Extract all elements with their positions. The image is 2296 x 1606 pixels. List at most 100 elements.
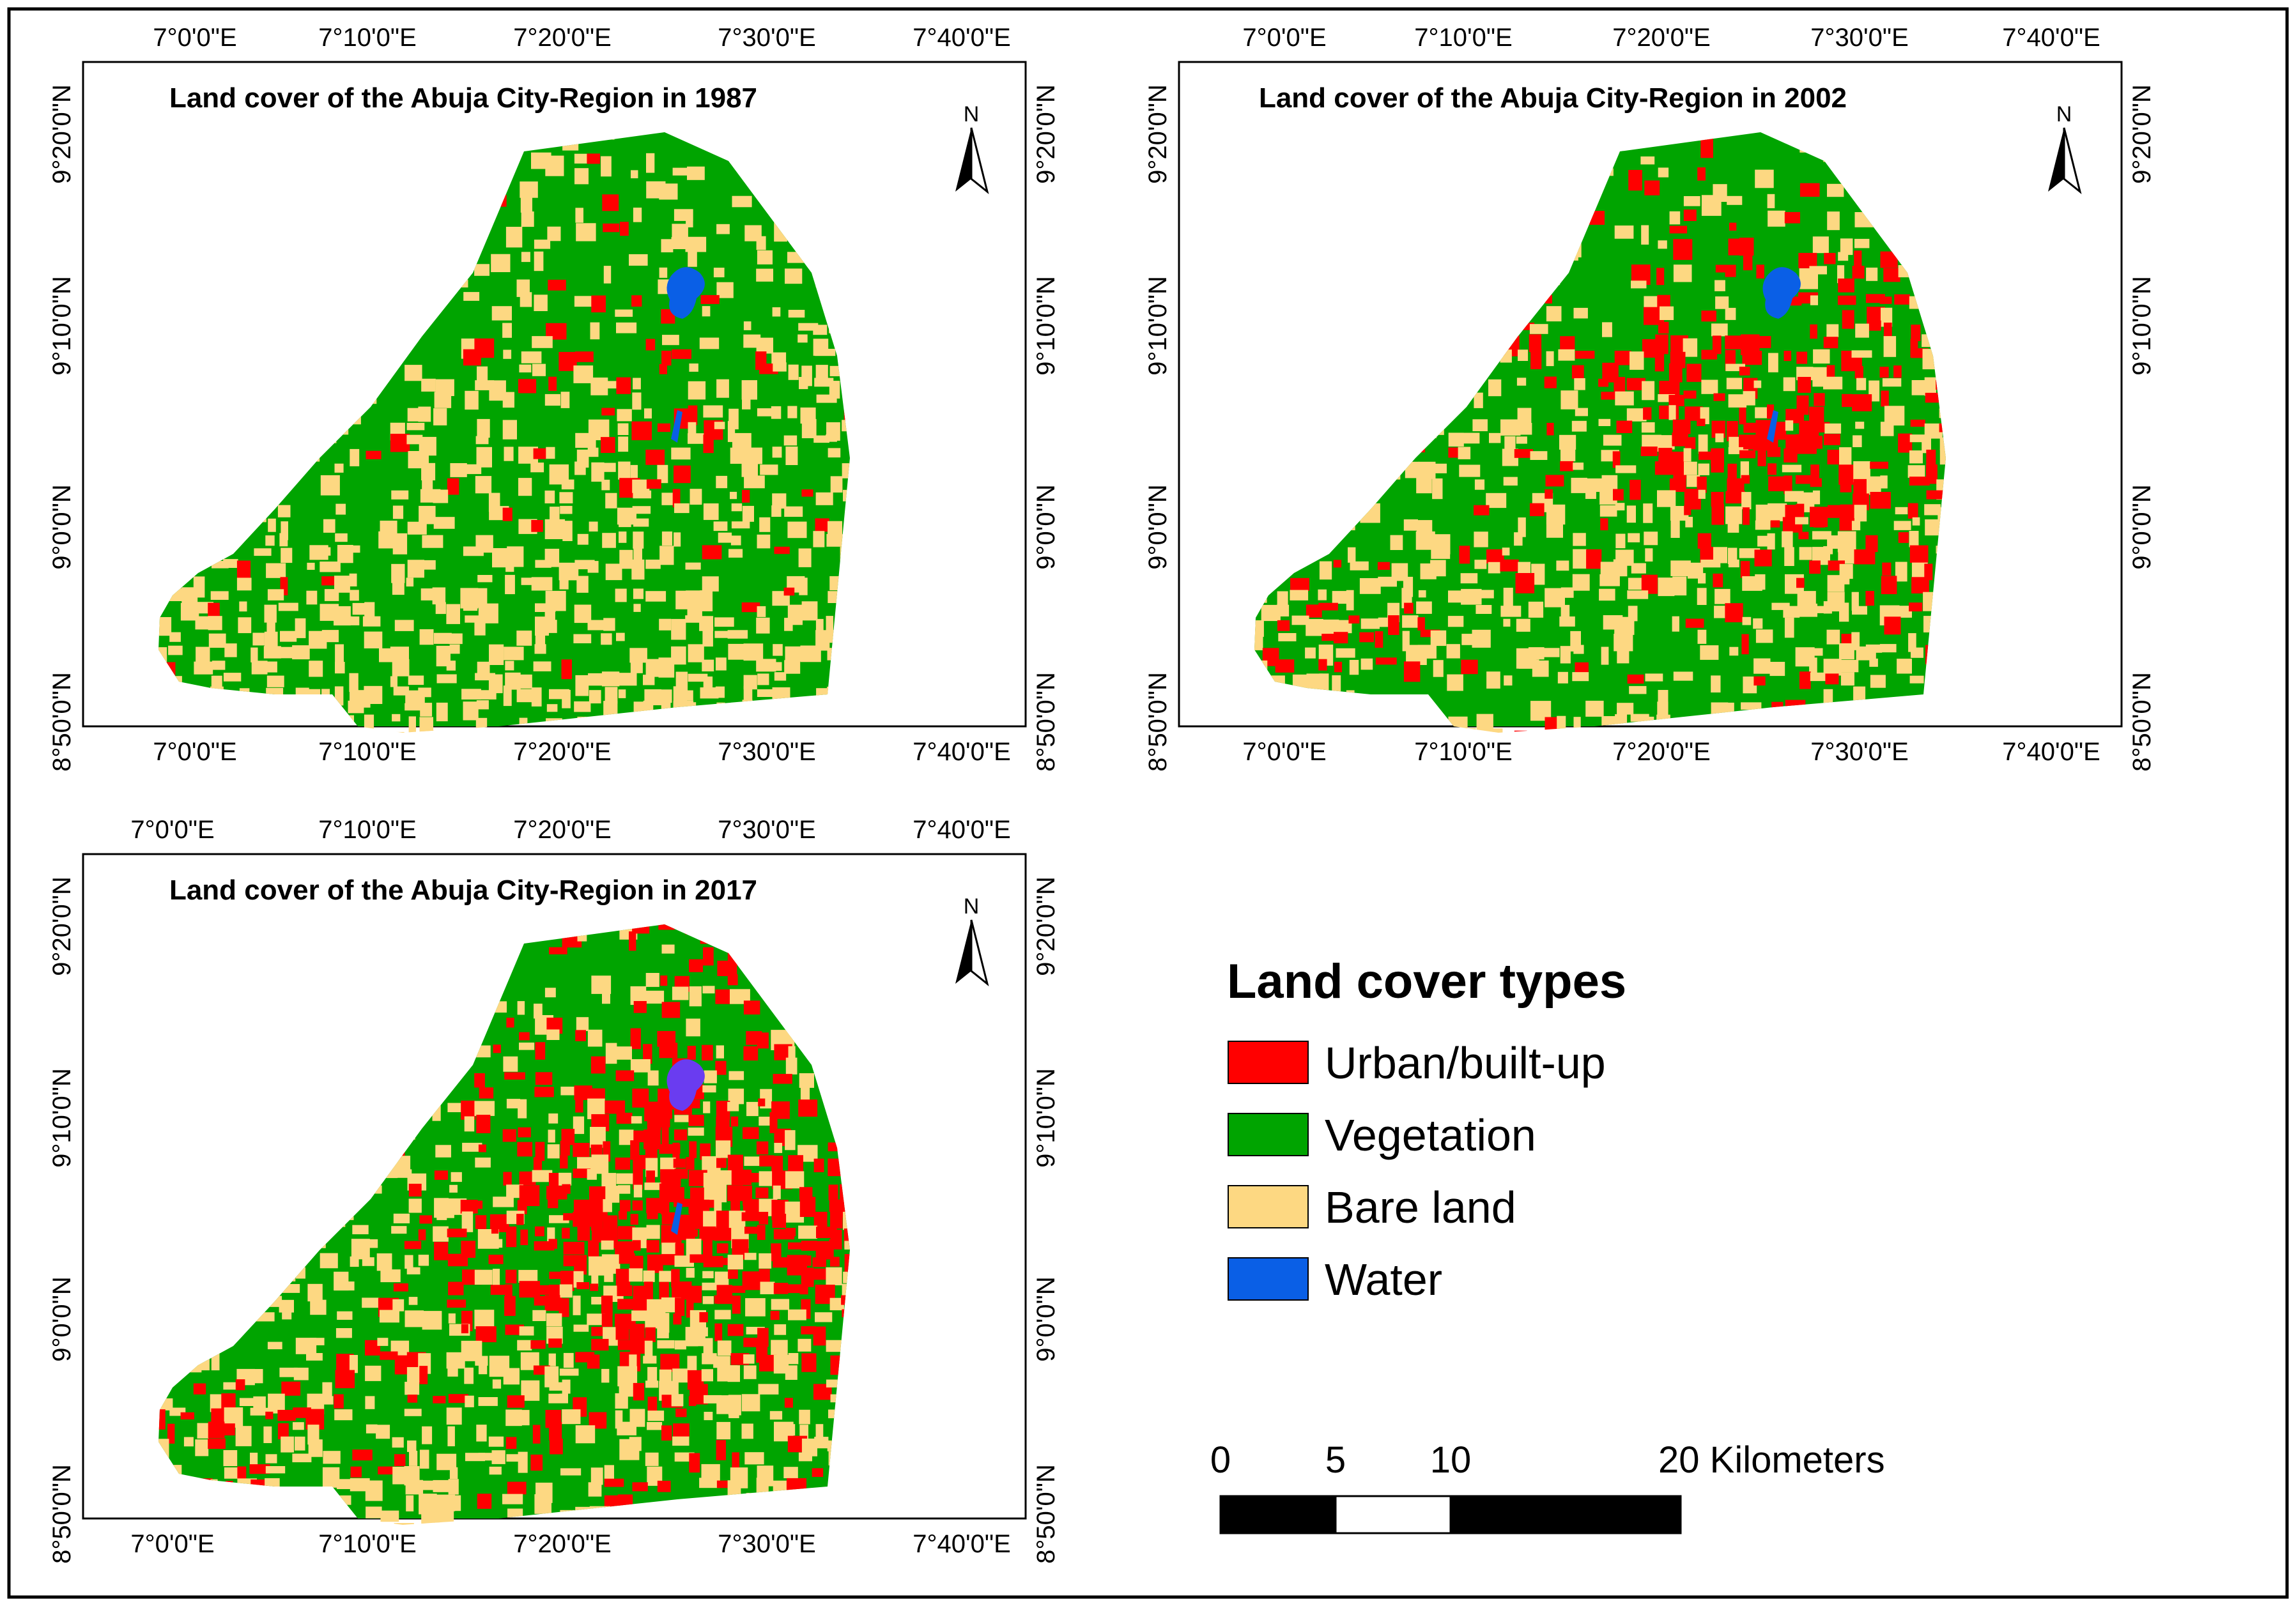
bare-land-patch — [1290, 590, 1309, 600]
lon-label-bottom: 7°0'0"E — [1242, 738, 1326, 766]
bare-land-patch — [773, 644, 783, 656]
urban-patch — [673, 1423, 690, 1437]
bare-land-patch — [741, 1394, 760, 1412]
urban-patch — [393, 1283, 408, 1292]
bare-land-patch — [517, 1001, 525, 1015]
urban-patch — [617, 1226, 635, 1240]
urban-patch — [1757, 336, 1771, 348]
bare-land-patch — [519, 364, 532, 372]
bare-land-patch — [1713, 547, 1727, 563]
urban-patch — [812, 1257, 826, 1267]
urban-patch — [703, 947, 714, 966]
bare-land-patch — [575, 1425, 596, 1444]
bare-land-patch — [1573, 717, 1581, 733]
bare-land-patch — [629, 1437, 642, 1451]
urban-patch — [235, 1379, 245, 1391]
bare-land-patch — [657, 464, 668, 484]
bare-land-patch — [826, 1267, 842, 1285]
urban-patch — [703, 1239, 713, 1259]
bare-land-patch — [772, 493, 787, 509]
urban-patch — [601, 1296, 613, 1316]
urban-patch — [633, 1168, 643, 1189]
bare-land-patch — [463, 292, 480, 301]
bare-land-patch — [544, 394, 560, 406]
urban-patch — [783, 587, 795, 596]
urban-patch — [1654, 351, 1665, 372]
urban-patch — [658, 1115, 670, 1128]
bare-land-patch — [798, 1452, 812, 1462]
bare-land-patch — [674, 1255, 694, 1267]
urban-patch — [1898, 433, 1913, 453]
bare-land-patch — [813, 531, 825, 547]
urban-patch — [728, 1269, 738, 1279]
bare-land-patch — [335, 533, 348, 542]
bare-land-patch — [1684, 461, 1697, 475]
bare-land-patch — [785, 447, 798, 465]
bare-land-patch — [1503, 477, 1518, 486]
bare-land-patch — [448, 1495, 461, 1511]
urban-patch — [562, 1184, 571, 1194]
bare-land-patch — [699, 337, 720, 349]
bare-land-patch — [629, 1268, 643, 1282]
bare-land-patch — [1783, 377, 1796, 392]
bare-land-patch — [306, 590, 318, 605]
bare-land-patch — [716, 379, 729, 398]
bare-land-patch — [1585, 700, 1604, 717]
urban-patch — [1627, 674, 1644, 684]
urban-patch — [546, 1186, 567, 1200]
bare-land-patch — [436, 674, 457, 684]
urban-patch — [618, 1211, 628, 1220]
urban-patch — [548, 1173, 560, 1188]
bare-land-patch — [250, 1407, 270, 1416]
urban-patch — [573, 1211, 594, 1227]
urban-patch — [1668, 395, 1684, 406]
bare-land-patch — [746, 1101, 759, 1117]
bare-land-patch — [744, 1452, 764, 1465]
bare-land-patch — [489, 1466, 502, 1475]
urban-patch — [1334, 661, 1343, 673]
urban-patch — [561, 659, 572, 680]
legend-item-vegetation: Vegetation — [1228, 1110, 1536, 1160]
urban-patch — [1907, 503, 1918, 519]
bare-land-patch — [661, 239, 674, 252]
bare-land-patch — [560, 392, 570, 408]
bare-land-patch — [787, 521, 807, 539]
urban-patch — [208, 602, 220, 617]
bare-land-patch — [1629, 685, 1647, 694]
urban-patch — [1518, 323, 1535, 330]
bare-land-patch — [604, 1268, 613, 1282]
urban-patch — [647, 1211, 658, 1220]
bare-land-patch — [704, 1412, 713, 1421]
bare-land-patch — [632, 506, 651, 514]
reservoir — [666, 1059, 705, 1111]
urban-patch — [687, 1046, 696, 1060]
bare-land-patch — [616, 632, 625, 641]
bare-land-patch — [1715, 433, 1724, 443]
urban-patch — [1785, 409, 1804, 424]
bare-land-patch — [265, 1466, 286, 1474]
bare-land-patch — [380, 521, 397, 534]
bare-land-patch — [433, 1509, 454, 1525]
bare-land-patch — [605, 493, 617, 509]
urban-patch — [1515, 573, 1535, 593]
bare-land-patch — [632, 1524, 649, 1525]
bare-land-patch — [716, 1421, 731, 1440]
urban-patch — [277, 1423, 289, 1440]
bare-land-patch — [362, 1257, 374, 1266]
panel-title: Land cover of the Abuja City-Region in 1… — [169, 82, 757, 114]
urban-patch — [434, 1242, 449, 1260]
bare-land-patch — [1517, 408, 1532, 424]
bare-land-patch — [713, 268, 725, 278]
bare-land-patch — [1318, 589, 1327, 600]
bare-land-patch — [601, 1173, 617, 1189]
panel-title: Land cover of the Abuja City-Region in 2… — [169, 875, 757, 906]
urban-patch — [380, 1351, 398, 1360]
bare-land-patch — [1448, 590, 1465, 603]
urban-patch — [1852, 394, 1872, 411]
bare-land-patch — [1711, 675, 1721, 692]
bare-land-patch — [474, 1310, 495, 1329]
bare-land-patch — [562, 521, 573, 541]
bare-land-patch — [732, 195, 752, 208]
bare-land-patch — [1826, 629, 1840, 645]
bare-land-patch — [462, 1142, 482, 1152]
